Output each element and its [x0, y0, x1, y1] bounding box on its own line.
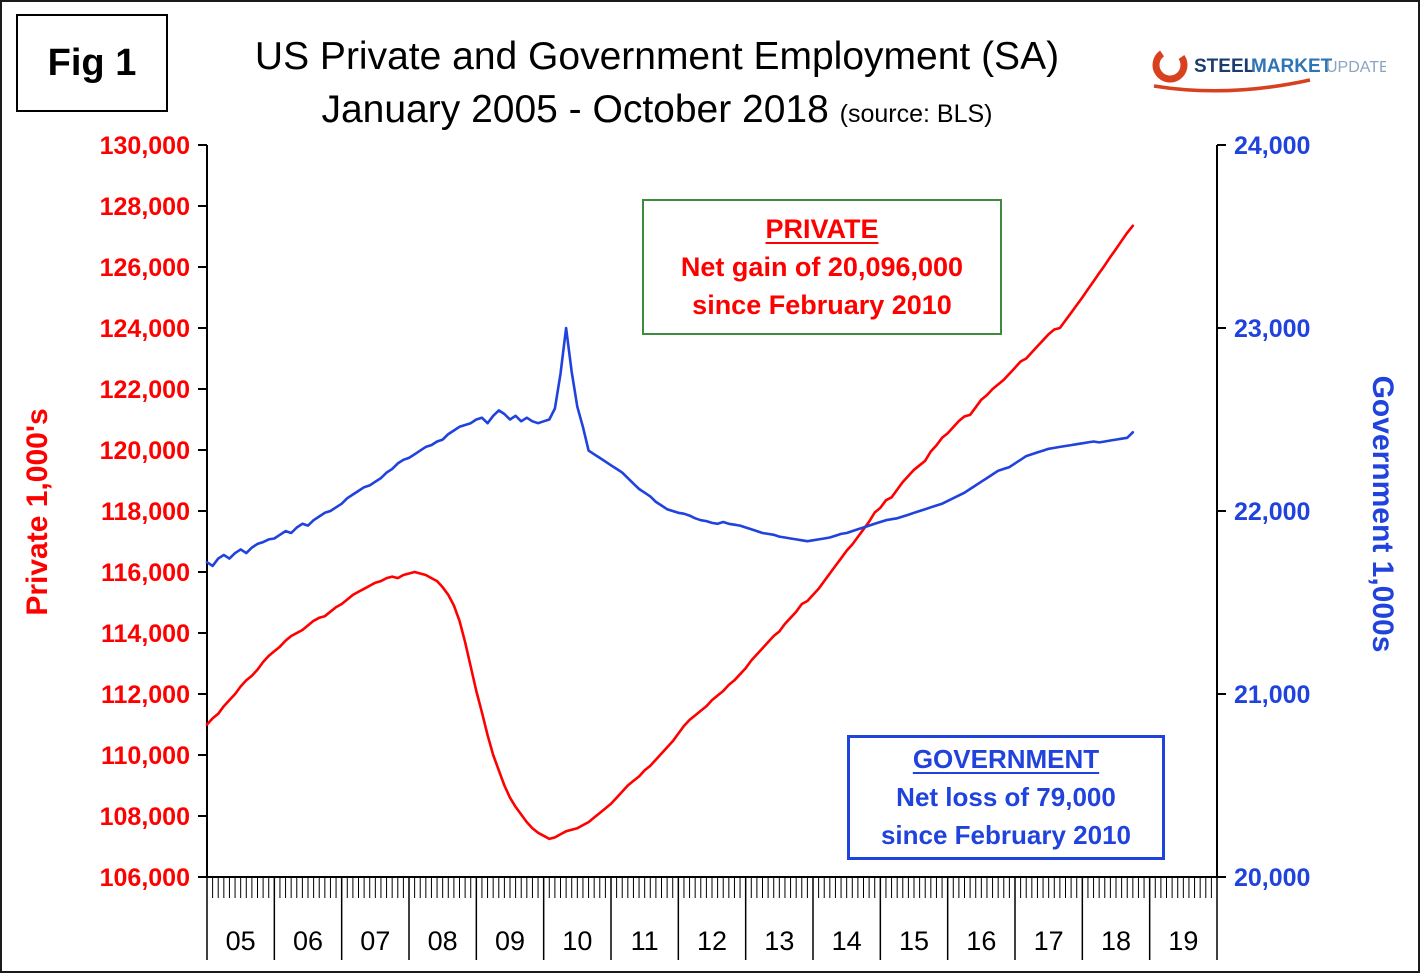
right-axis-tick-label: 24,000: [1234, 132, 1310, 160]
smu-logo-word-steel: STEEL: [1194, 56, 1256, 77]
left-axis-tick-label: 122,000: [100, 376, 190, 404]
smu-logo-word-update: UPDATE: [1326, 59, 1386, 76]
left-axis-tick-label: 110,000: [101, 742, 190, 770]
chart-title-line1: US Private and Government Employment (SA…: [254, 35, 1060, 78]
left-axis-tick-label: 130,000: [100, 132, 190, 160]
figure-label-box: Fig 1: [16, 14, 168, 112]
government-annotation-line2: since February 2010: [880, 820, 1132, 850]
x-axis-year-label: 13: [764, 926, 794, 956]
left-axis-tick-label: 124,000: [100, 315, 190, 343]
private-annotation-line1: Net gain of 20,096,000: [680, 251, 964, 282]
x-axis-year-label: 17: [1034, 926, 1064, 956]
x-axis-year-label: 11: [631, 926, 659, 956]
smu-logo-swoosh-icon: [1152, 47, 1188, 83]
x-axis-year-label: 18: [1101, 926, 1131, 956]
x-axis-year-label: 08: [428, 926, 458, 956]
right-axis-tick-label: 21,000: [1234, 681, 1310, 709]
government-annotation-title: GOVERNMENT: [912, 744, 1100, 774]
x-axis-year-label: 09: [495, 926, 525, 956]
smu-logo: STEEL MARKET UPDATE: [1150, 40, 1390, 96]
x-axis-year-label: 12: [697, 926, 727, 956]
private-annotation-box: PRIVATE Net gain of 20,096,000 since Feb…: [642, 199, 1002, 335]
left-axis-tick-label: 118,000: [101, 498, 190, 526]
government-series-line: [205, 326, 1135, 568]
private-annotation-title: PRIVATE: [765, 213, 879, 244]
chart-title-source: (source: BLS): [839, 99, 993, 128]
right-axis-tick-label: 23,000: [1234, 315, 1310, 343]
x-axis-year-label: 19: [1168, 926, 1198, 956]
government-annotation-line1: Net loss of 79,000: [896, 782, 1116, 812]
right-axis-tick-label: 22,000: [1234, 498, 1310, 526]
chart-title-line2: January 2005 - October 2018 (source: BLS…: [255, 87, 1059, 132]
right-axis-tick-label: 20,000: [1234, 864, 1310, 892]
government-annotation-box: GOVERNMENT Net loss of 79,000 since Febr…: [847, 735, 1165, 860]
x-axis-year-label: 15: [899, 926, 929, 956]
chart-title-daterange: January 2005 - October 2018: [321, 87, 829, 131]
x-axis-year-label: 10: [562, 926, 592, 956]
left-axis-tick-label: 108,000: [100, 803, 190, 831]
left-axis-tick-label: 114,000: [101, 620, 190, 648]
private-series-line: [205, 224, 1135, 841]
x-axis-year-label: 06: [293, 926, 323, 956]
private-annotation-line2: since February 2010: [692, 289, 952, 320]
left-axis-tick-label: 112,000: [101, 681, 190, 709]
left-axis-tick-label: 106,000: [100, 864, 190, 892]
smu-logo-underline-swoosh: [1153, 78, 1311, 93]
x-axis-year-label: 14: [832, 926, 862, 956]
right-axis-title: Government 1,000s: [1366, 375, 1399, 653]
figure-label: Fig 1: [47, 41, 137, 84]
left-axis-tick-label: 116,000: [101, 559, 190, 587]
left-axis-title: Private 1,000's: [21, 408, 54, 616]
left-axis-tick-label: 126,000: [100, 254, 190, 282]
x-axis-year-label: 07: [360, 926, 390, 956]
x-axis-year-label: 05: [226, 926, 256, 956]
smu-logo-word-market: MARKET: [1251, 56, 1333, 77]
chart-title-block: US Private and Government Employment (SA…: [254, 35, 1060, 132]
x-axis-year-label: 16: [966, 926, 996, 956]
left-axis-tick-label: 120,000: [100, 437, 190, 465]
left-axis-tick-label: 128,000: [100, 193, 190, 221]
